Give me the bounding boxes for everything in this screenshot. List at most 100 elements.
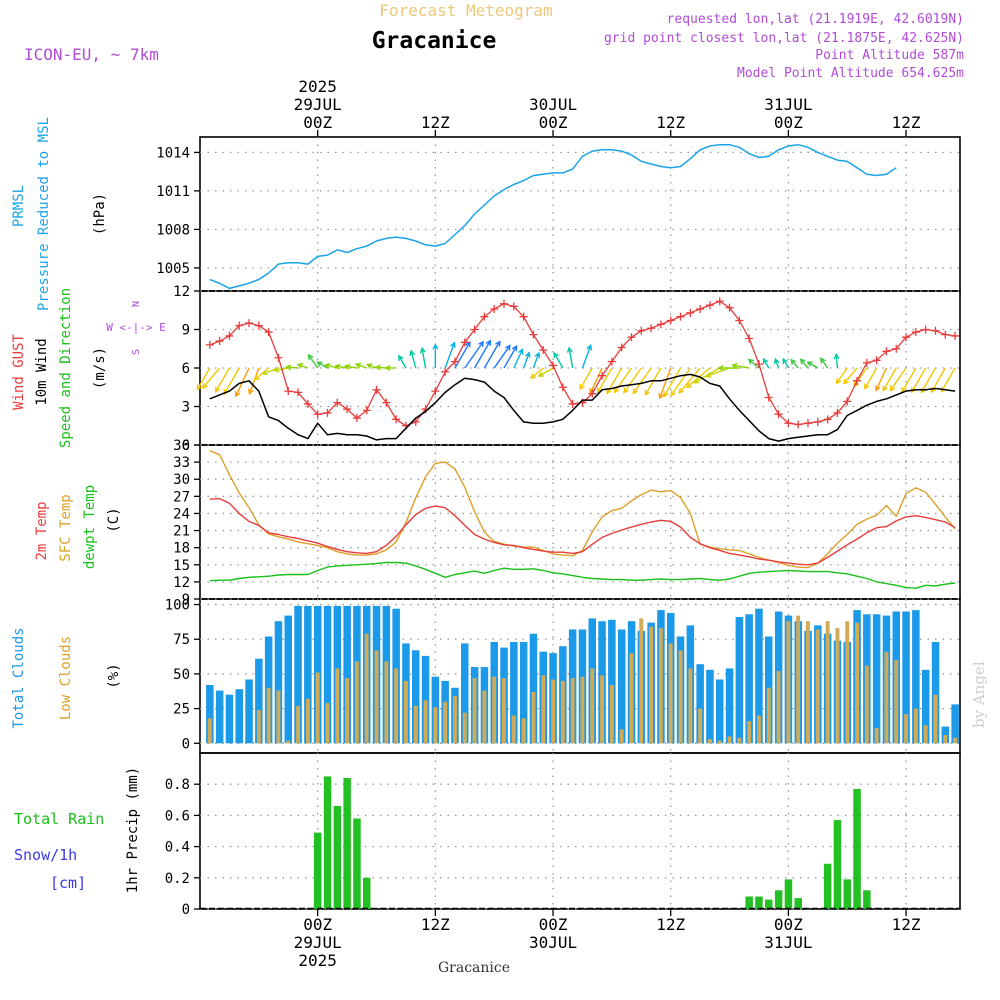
low-cloud-bar	[315, 672, 320, 744]
wind-arrow-head	[511, 345, 518, 352]
label-precip: 1hr Precip (mm)	[125, 767, 141, 893]
wind-arrow	[355, 363, 367, 369]
gust-marker	[725, 303, 734, 312]
wind-arrow-head	[324, 363, 331, 369]
wind-arrow	[706, 367, 730, 378]
label-speed-direction: Speed and Direction	[58, 288, 74, 448]
gust-marker	[774, 410, 783, 419]
wind-arrow	[410, 350, 417, 369]
y-tick-label: 0	[182, 438, 190, 454]
wind-arrow	[553, 352, 564, 369]
total-cloud-bar	[304, 605, 312, 744]
gust-marker	[264, 328, 273, 337]
wind-arrow-head	[747, 358, 755, 365]
rain-bar	[833, 820, 842, 909]
wind-arrow	[835, 367, 848, 384]
gust-marker	[951, 331, 960, 340]
gust-marker	[823, 415, 832, 424]
low-cloud-bar	[619, 729, 624, 744]
y-tick-label: 21	[173, 524, 190, 540]
wind-arrow	[568, 347, 574, 369]
label-total-rain: Total Rain	[14, 810, 104, 828]
wind-arrow	[835, 354, 839, 369]
wind-arrow	[597, 367, 613, 393]
wind-arrow	[632, 367, 652, 394]
wind-arrow-head	[678, 387, 685, 394]
wind-arrow-head	[432, 343, 439, 350]
wind-arrow	[215, 367, 231, 393]
wind-arrow	[882, 367, 897, 391]
wind-arrow	[748, 359, 760, 369]
date-label-top: 30JUL	[529, 95, 577, 114]
label-sfc-temp: SFC Temp	[58, 494, 74, 561]
wind-arrow	[686, 367, 711, 388]
gust-marker	[450, 357, 459, 366]
wind-arrow-head	[566, 346, 573, 353]
wind-arrow-head	[248, 388, 254, 396]
pressure-line	[209, 143, 897, 290]
wind-arrow	[864, 367, 878, 389]
wind-arrow	[223, 367, 240, 395]
wind-arrow	[820, 358, 829, 369]
gust-marker	[558, 383, 567, 392]
total-cloud-bar	[608, 619, 616, 744]
low-cloud-bar	[708, 739, 712, 744]
total-cloud-bar	[706, 669, 714, 744]
low-cloud-bar	[266, 687, 271, 744]
wind-arrow-head	[799, 358, 806, 365]
date-label-bottom: 30JUL	[529, 933, 577, 952]
gust-marker	[539, 346, 548, 355]
low-cloud-bar	[806, 621, 810, 744]
gust-marker	[853, 376, 862, 385]
low-cloud-bar	[541, 675, 546, 744]
gust-marker	[284, 387, 293, 396]
y-tick-label: 0.8	[165, 777, 190, 793]
low-cloud-bar	[747, 721, 752, 744]
low-cloud-bar	[953, 737, 957, 744]
gust-marker	[509, 302, 518, 311]
low-cloud-bar	[296, 705, 300, 744]
total-cloud-bar	[323, 605, 332, 744]
y-tick-label: 75	[173, 632, 190, 648]
wind-arrow-head	[234, 391, 241, 398]
gust-marker	[647, 324, 656, 333]
low-cloud-bar	[923, 725, 928, 744]
low-cloud-bar	[884, 651, 889, 744]
y-tick-label: 15	[173, 558, 190, 574]
low-cloud-bar	[600, 675, 604, 744]
wind-arrow	[581, 345, 592, 369]
wind-arrow	[763, 358, 770, 369]
total-cloud-bar	[461, 643, 469, 744]
wind-arrow	[335, 365, 348, 369]
rain-bar	[333, 806, 342, 909]
compass-s: S	[131, 349, 142, 355]
wind-arrow-head	[409, 349, 416, 356]
label-low-clouds: Low Clouds	[58, 636, 74, 720]
gust-marker	[637, 326, 646, 335]
rain-bar	[353, 818, 361, 909]
x-tick-label-bottom: 00Z	[774, 915, 803, 934]
model-label: ICON-EU, ~ 7km	[24, 45, 159, 64]
rain-bar	[755, 896, 763, 909]
dewpt-line	[209, 561, 956, 589]
total-cloud-bar	[529, 633, 538, 744]
x-tick-label-bottom: 00Z	[303, 915, 332, 934]
total-cloud-bar	[215, 690, 224, 744]
wind-arrow	[901, 367, 917, 393]
sfc-temp-line	[209, 450, 956, 569]
wind-arrow	[530, 367, 544, 379]
requested-coords: requested lon,lat (21.1919E, 42.6019N)	[667, 12, 964, 27]
year-label-bottom: 2025	[298, 951, 337, 970]
y-tick-label: 36	[173, 438, 190, 454]
x-tick-label-top: 00Z	[303, 113, 332, 132]
total-cloud-bar	[519, 642, 528, 744]
y-tick-label: 12	[173, 284, 190, 300]
total-cloud-bar	[225, 694, 234, 744]
gust-marker	[696, 304, 705, 313]
low-cloud-bar	[364, 633, 369, 744]
gust-marker	[392, 415, 401, 424]
wind-arrow	[920, 367, 937, 393]
footer-location: Gracanice	[438, 960, 510, 976]
y-tick-label: 1014	[156, 145, 190, 161]
year-label-top: 2025	[298, 77, 337, 96]
